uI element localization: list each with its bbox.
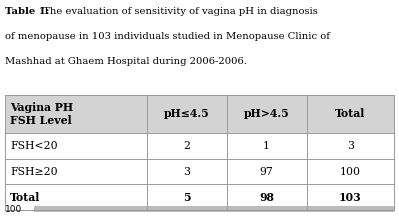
Text: Table 1:: Table 1: xyxy=(5,7,49,15)
Bar xyxy=(306,184,394,210)
Text: pH≤4.5: pH≤4.5 xyxy=(164,108,210,119)
Text: Vagina PH
FSH Level: Vagina PH FSH Level xyxy=(10,102,73,126)
Text: FSH<20: FSH<20 xyxy=(10,141,57,151)
Text: 1: 1 xyxy=(263,141,270,151)
Text: pH>4.5: pH>4.5 xyxy=(244,108,290,119)
Text: 98: 98 xyxy=(259,192,274,203)
Bar xyxy=(5,159,147,184)
Text: 2: 2 xyxy=(184,141,190,151)
Bar xyxy=(227,184,306,210)
Text: 97: 97 xyxy=(260,167,274,177)
Bar xyxy=(147,133,227,159)
Text: of menopause in 103 individuals studied in Menopause Clinic of: of menopause in 103 individuals studied … xyxy=(5,32,330,41)
Text: FSH≥20: FSH≥20 xyxy=(10,167,57,177)
Text: Total: Total xyxy=(335,108,365,119)
Text: 103: 103 xyxy=(339,192,362,203)
Text: 5: 5 xyxy=(183,192,191,203)
Text: Mashhad at Ghaem Hospital during 2006-2006.: Mashhad at Ghaem Hospital during 2006-20… xyxy=(5,57,247,66)
Bar xyxy=(34,206,394,212)
Text: The evaluation of sensitivity of vagina pH in diagnosis: The evaluation of sensitivity of vagina … xyxy=(40,7,318,15)
Bar xyxy=(306,95,394,133)
Bar xyxy=(147,95,227,133)
Text: Total: Total xyxy=(10,192,40,203)
Text: 100: 100 xyxy=(340,167,361,177)
Bar xyxy=(306,159,394,184)
Bar xyxy=(306,133,394,159)
Text: 3: 3 xyxy=(184,167,190,177)
Bar xyxy=(227,133,306,159)
Bar xyxy=(147,184,227,210)
Text: 3: 3 xyxy=(347,141,354,151)
Bar xyxy=(5,95,147,133)
Bar xyxy=(227,159,306,184)
Bar xyxy=(5,184,147,210)
Bar xyxy=(227,95,306,133)
Bar xyxy=(147,159,227,184)
Bar xyxy=(5,133,147,159)
Text: 100: 100 xyxy=(5,205,22,214)
